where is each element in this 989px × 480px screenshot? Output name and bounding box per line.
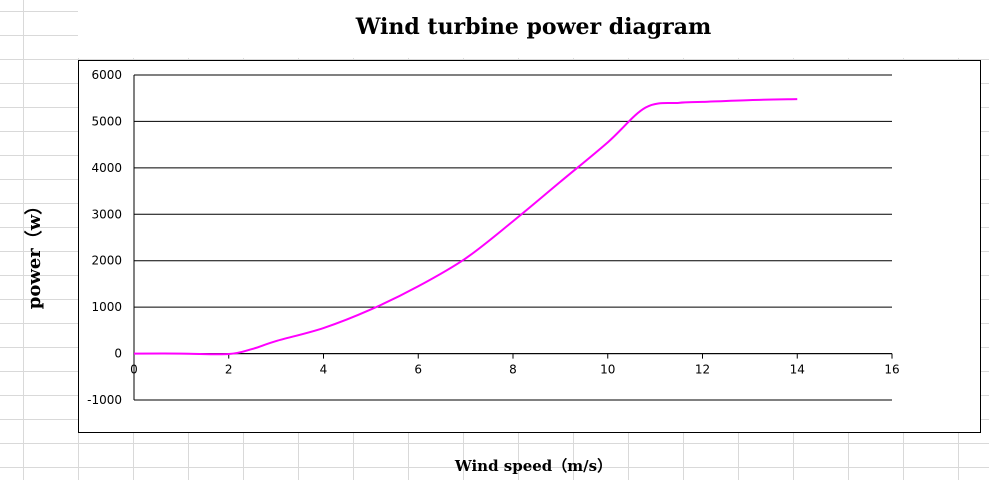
y-tick-label-6: 5000 [91, 114, 122, 128]
y-tick-label-3: 2000 [91, 254, 122, 268]
y-tick-label-1: 0 [114, 347, 122, 361]
x-tick-label-3: 6 [414, 363, 422, 377]
y-tick-label-2: 1000 [91, 300, 122, 314]
y-tick-label-4: 3000 [91, 207, 122, 221]
chart-title: Wind turbine power diagram [355, 14, 712, 40]
y-tick-label-5: 4000 [91, 161, 122, 175]
x-tick-label-6: 12 [695, 363, 710, 377]
y-axis-title: power（w） [24, 196, 45, 310]
x-tick-label-0: 0 [130, 363, 138, 377]
x-tick-label-2: 4 [320, 363, 328, 377]
y-tick-label-0: -1000 [87, 393, 122, 407]
chart-area[interactable] [78, 60, 981, 433]
x-tick-label-7: 14 [790, 363, 805, 377]
x-tick-label-8: 16 [884, 363, 899, 377]
title-area [78, 0, 989, 58]
x-tick-label-1: 2 [225, 363, 233, 377]
x-tick-label-4: 8 [509, 363, 517, 377]
x-tick-label-5: 10 [600, 363, 615, 377]
series-line-0 [133, 98, 798, 356]
x-axis-title: Wind speed（m/s） [454, 457, 613, 475]
y-tick-label-7: 6000 [91, 68, 122, 82]
